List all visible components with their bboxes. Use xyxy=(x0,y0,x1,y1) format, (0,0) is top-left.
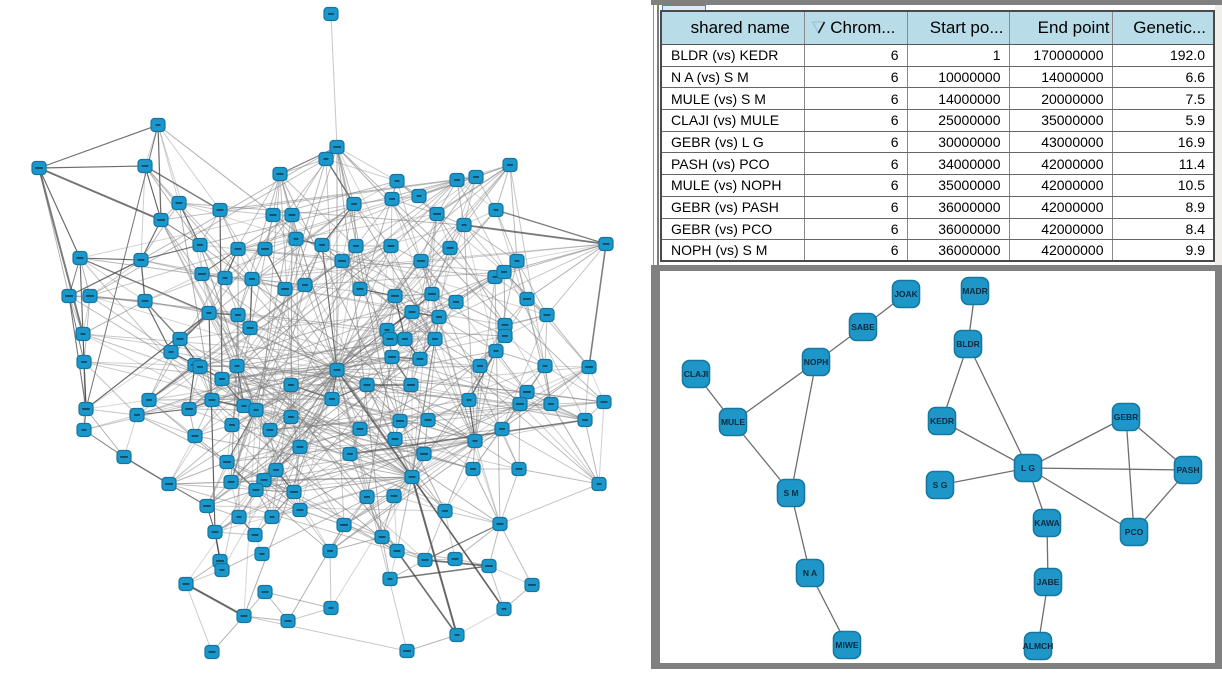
svg-text:BLDR: BLDR xyxy=(956,339,980,349)
svg-text:PCO: PCO xyxy=(1125,527,1144,537)
svg-text:S G: S G xyxy=(933,480,948,490)
svg-text:MIWE: MIWE xyxy=(835,640,858,650)
svg-text:ALMCH: ALMCH xyxy=(1023,641,1054,651)
svg-text:KEDR: KEDR xyxy=(930,416,954,426)
svg-text:SABE: SABE xyxy=(851,322,875,332)
svg-text:JABE: JABE xyxy=(1037,577,1060,587)
svg-text:CLAJI: CLAJI xyxy=(684,369,709,379)
svg-text:S M: S M xyxy=(783,488,798,498)
svg-text:KAWA: KAWA xyxy=(1034,518,1060,528)
svg-text:MADR: MADR xyxy=(962,286,988,296)
svg-text:NOPH: NOPH xyxy=(804,357,829,367)
svg-text:MULE: MULE xyxy=(721,417,745,427)
svg-text:L G: L G xyxy=(1021,463,1035,473)
svg-text:GEBR: GEBR xyxy=(1114,412,1139,422)
svg-text:PASH: PASH xyxy=(1177,465,1200,475)
svg-text:JOAK: JOAK xyxy=(894,289,918,299)
svg-text:N A: N A xyxy=(803,568,817,578)
